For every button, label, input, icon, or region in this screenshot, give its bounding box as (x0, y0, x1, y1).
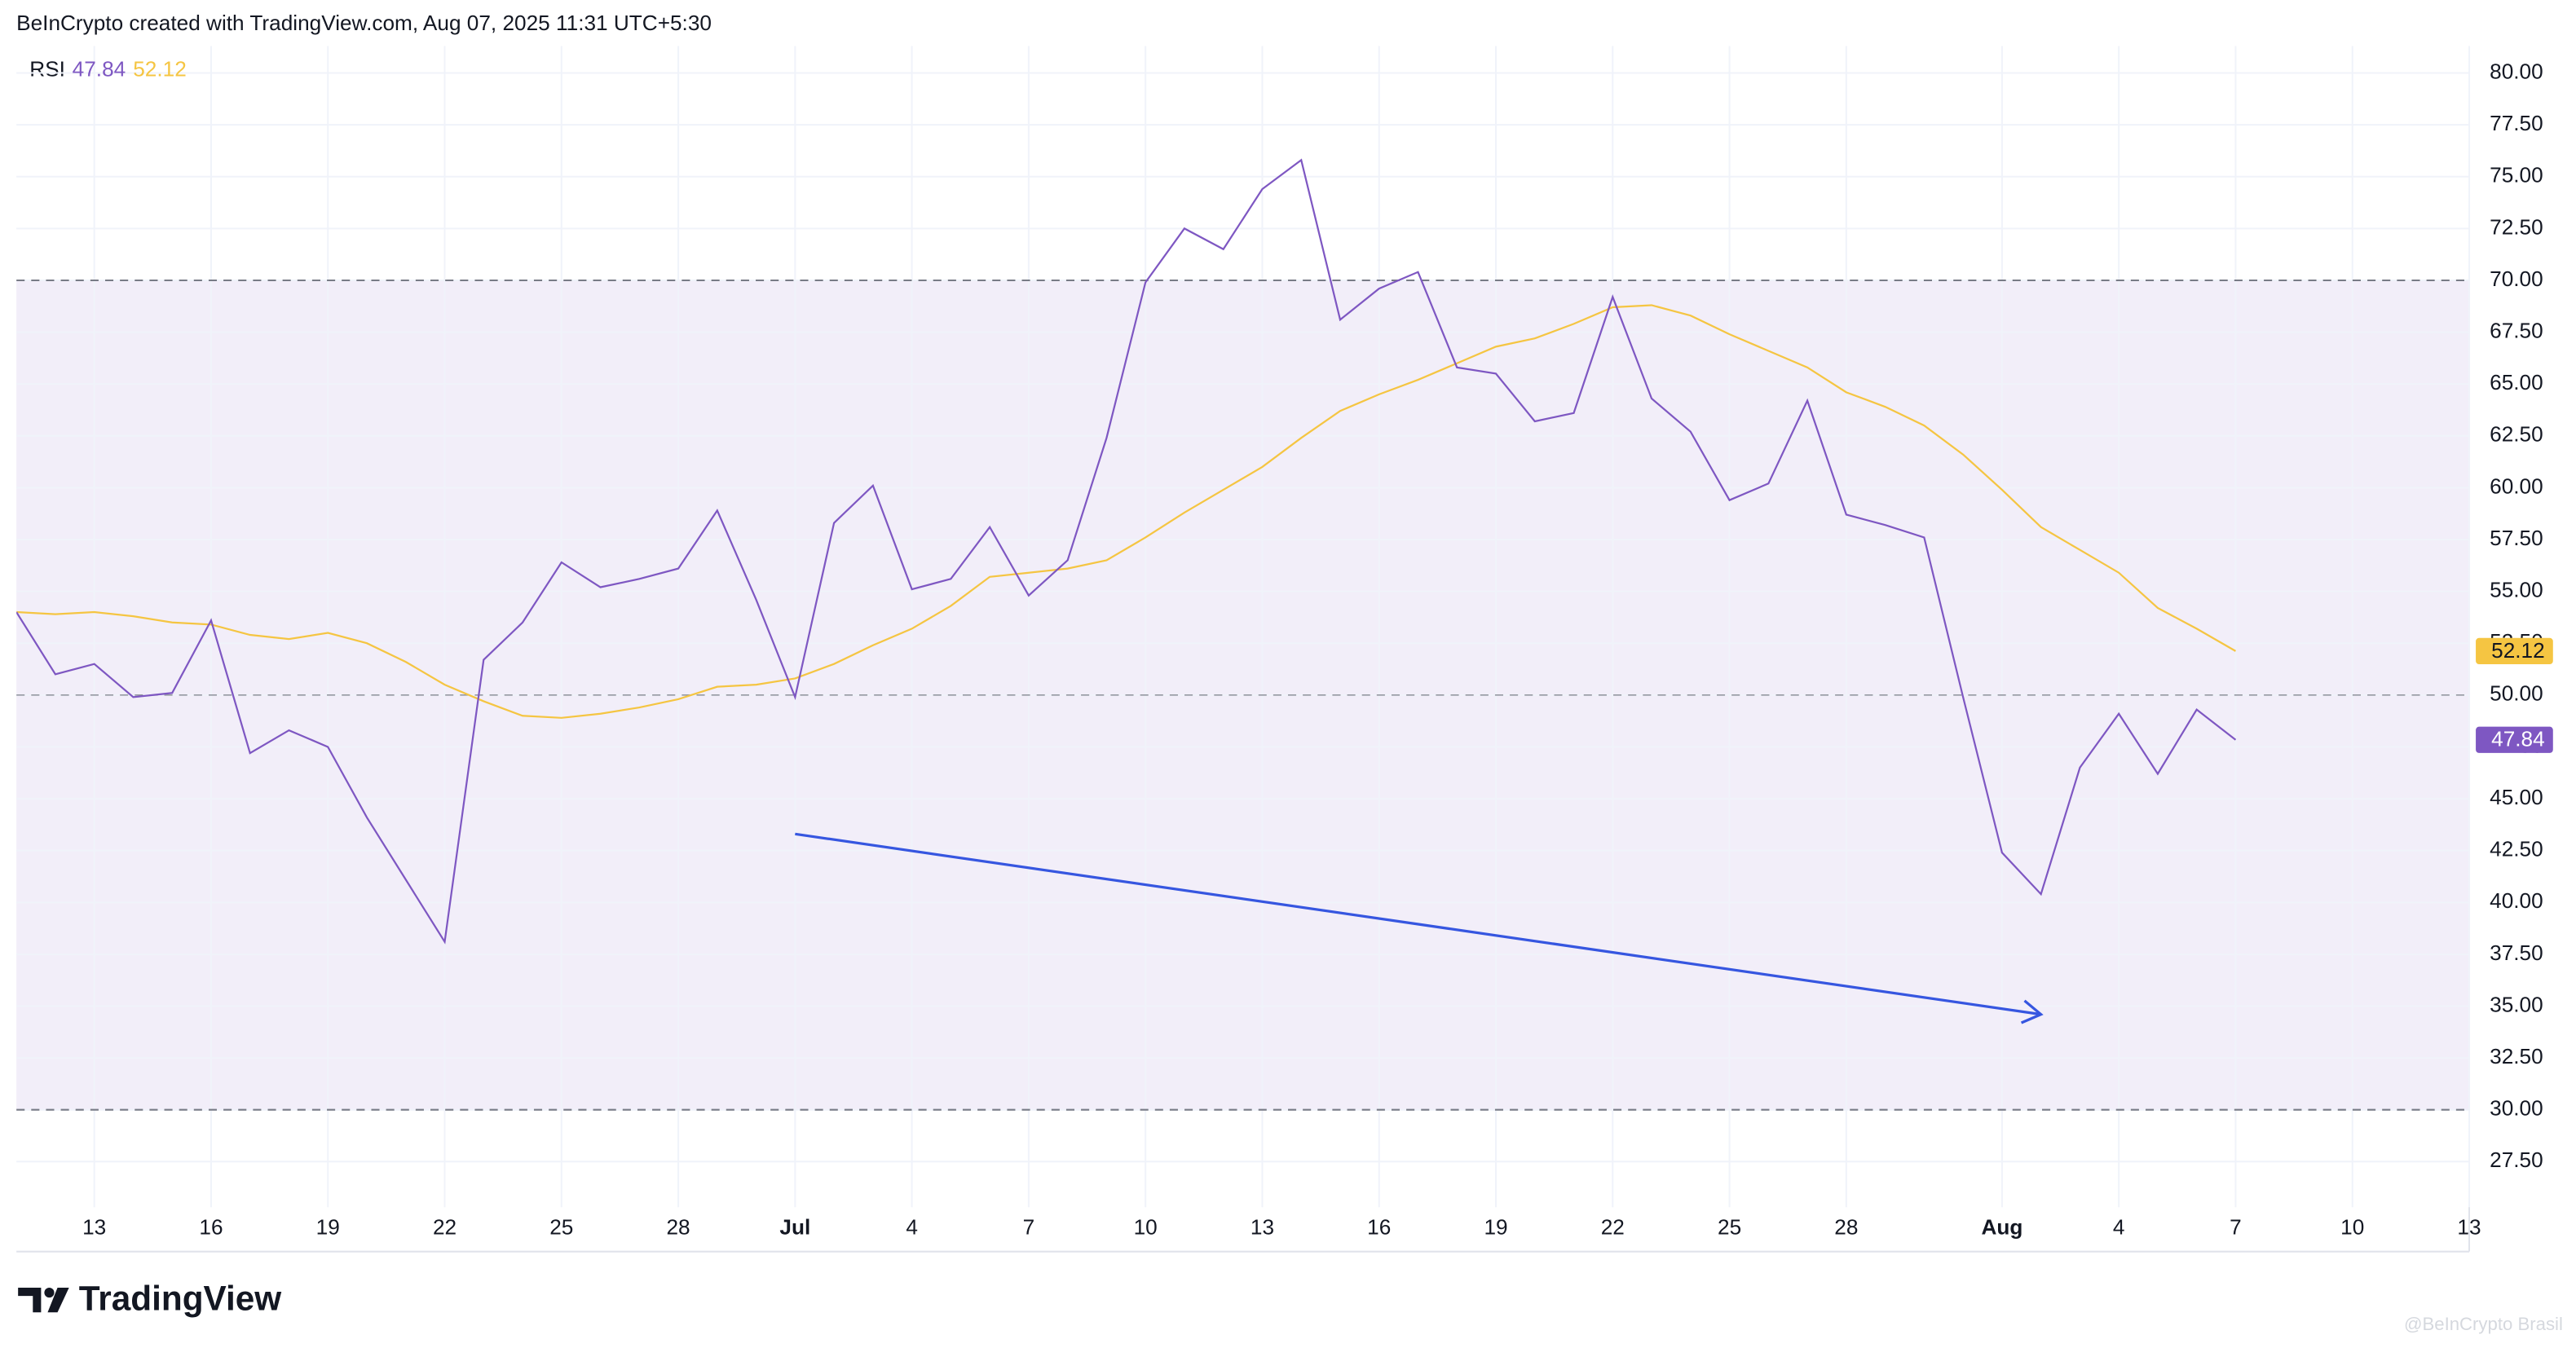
x-tick-label: 28 (1834, 1214, 1858, 1239)
brand-logo (18, 1288, 69, 1313)
x-tick-label: 4 (906, 1214, 918, 1239)
brand: TradingView (79, 1279, 282, 1317)
price-badge-label: 47.84 (2491, 727, 2545, 751)
x-tick-label: 25 (549, 1214, 573, 1239)
x-tick-label: 22 (1601, 1214, 1625, 1239)
rsi-ma-line (16, 304, 2237, 719)
legend-value: 47.84 (73, 57, 126, 81)
x-tick-label: 19 (1484, 1214, 1507, 1239)
y-tick-label: 42.50 (2490, 837, 2543, 861)
y-tick-label: 45.00 (2490, 785, 2543, 809)
y-tick-label: 35.00 (2490, 992, 2543, 1016)
x-tick-label: Aug (1981, 1214, 2022, 1239)
plot-area (16, 158, 2237, 945)
y-tick-label: 70.00 (2490, 267, 2543, 291)
x-tick-label: 19 (316, 1214, 340, 1239)
trend-arrow-head (2020, 999, 2044, 1024)
trend-line (795, 832, 2041, 1016)
watermark: @BeInCrypto Brasil (2404, 1314, 2563, 1334)
rsi-line (16, 158, 2237, 945)
x-tick-label: 10 (2340, 1214, 2364, 1239)
y-tick-label: 40.00 (2490, 888, 2543, 913)
y-tick-label: 75.00 (2490, 163, 2543, 187)
y-tick-label: 77.50 (2490, 111, 2543, 135)
x-tick-label: 25 (1718, 1214, 1741, 1239)
price-badge (2476, 637, 2553, 665)
x-tick-label: 7 (1023, 1214, 1035, 1239)
x-tick-label: 16 (199, 1214, 223, 1239)
x-tick-label: 13 (2457, 1214, 2481, 1239)
y-tick-label: 57.50 (2490, 526, 2543, 550)
x-tick-label: 7 (2230, 1214, 2242, 1239)
y-tick-label: 60.00 (2490, 474, 2543, 498)
y-tick-label: 67.50 (2490, 318, 2543, 342)
y-tick-label: 30.00 (2490, 1096, 2543, 1121)
y-tick-label: 37.50 (2490, 941, 2543, 965)
x-tick-label: 4 (2113, 1214, 2125, 1239)
legend-title: RSI (29, 57, 65, 81)
y-tick-label: 65.00 (2490, 370, 2543, 394)
x-tick-label: Jul (779, 1214, 810, 1239)
y-tick-label: 27.50 (2490, 1148, 2543, 1172)
price-badge-label: 52.12 (2491, 638, 2545, 663)
y-tick-label: 32.50 (2490, 1044, 2543, 1068)
legend-value: 52.12 (133, 57, 187, 81)
y-tick-label: 55.00 (2490, 578, 2543, 602)
x-tick-label: 16 (1367, 1214, 1391, 1239)
y-tick-label: 72.50 (2490, 214, 2543, 239)
y-tick-label: 80.00 (2490, 59, 2543, 83)
price-badge (2476, 726, 2553, 753)
x-tick-label: 10 (1134, 1214, 1158, 1239)
header: BeInCrypto created with TradingView.com,… (16, 11, 712, 35)
y-tick-label: 62.50 (2490, 422, 2543, 447)
x-tick-label: 28 (666, 1214, 690, 1239)
y-tick-label: 50.00 (2490, 681, 2543, 706)
x-tick-label: 22 (433, 1214, 457, 1239)
x-tick-label: 13 (1251, 1214, 1274, 1239)
x-tick-label: 13 (82, 1214, 106, 1239)
